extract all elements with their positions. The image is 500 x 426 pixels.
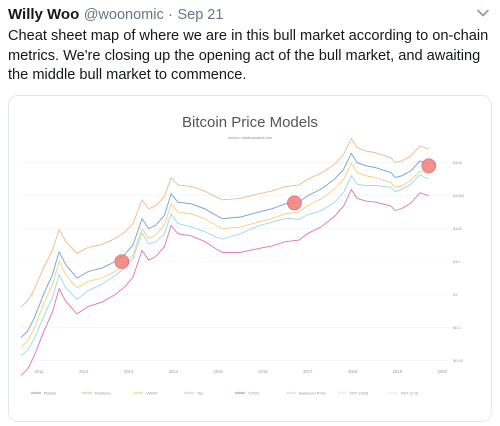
- legend-label: Top: [197, 391, 204, 396]
- highlight-circle: [114, 254, 130, 269]
- legend-label: CVDD: [248, 391, 259, 396]
- legend-label: Balanced Price: [299, 391, 327, 396]
- series-line-realised: [20, 137, 429, 308]
- tweet-date[interactable]: Sep 21: [177, 7, 224, 23]
- y-tick-label: $10: [453, 259, 460, 264]
- x-tick-label: 2013: [124, 369, 134, 374]
- separator-dot: ·: [168, 7, 173, 23]
- x-tick-label: 2016: [258, 369, 268, 374]
- legend-label: NVT (3.0): [401, 391, 419, 396]
- highlight-circle: [421, 158, 437, 174]
- x-tick-label: 2020: [438, 369, 448, 374]
- chevron-down-icon[interactable]: [476, 6, 490, 20]
- legend-label: Market: [44, 391, 57, 396]
- highlight-circle: [287, 195, 302, 211]
- series-line-vwap: [20, 162, 429, 348]
- y-tick-label: $10K: [453, 160, 463, 165]
- chart-subtitle: source: charts.woobull.com: [228, 136, 272, 140]
- x-tick-label: 2018: [348, 369, 358, 374]
- series-line-market: [20, 152, 429, 338]
- y-tick-label: $1000: [453, 193, 465, 198]
- y-tick-label: $100: [453, 226, 463, 231]
- y-tick-label: $0.1: [453, 325, 462, 330]
- x-tick-label: 2014: [169, 369, 179, 374]
- y-tick-label: $1: [453, 292, 458, 297]
- y-tick-label: $0.01: [453, 358, 464, 363]
- series-line-top: [20, 174, 429, 356]
- chart-title: Bitcoin Price Models: [182, 114, 318, 131]
- chart-image-card[interactable]: Bitcoin Price Models source: charts.woob…: [8, 95, 492, 422]
- x-tick-label: 2012: [79, 369, 89, 374]
- legend-label: NVT (30d): [350, 391, 369, 396]
- author-name[interactable]: Willy Woo: [8, 6, 80, 23]
- author-handle[interactable]: @woonomic: [83, 7, 164, 23]
- tweet-header: Willy Woo @woonomic · Sep 21: [8, 6, 492, 26]
- series-line-cvdd: [20, 188, 429, 376]
- bitcoin-price-models-chart: Bitcoin Price Models source: charts.woob…: [20, 114, 465, 396]
- legend-label: Realised: [95, 391, 111, 396]
- x-tick-label: 2015: [214, 369, 224, 374]
- x-tick-label: 2011: [34, 369, 44, 374]
- tweet-text: Cheat sheet map of where we are in this …: [8, 28, 489, 83]
- x-tick-label: 2017: [303, 369, 313, 374]
- legend-label: VWAP: [146, 391, 158, 396]
- x-tick-label: 2019: [393, 369, 403, 374]
